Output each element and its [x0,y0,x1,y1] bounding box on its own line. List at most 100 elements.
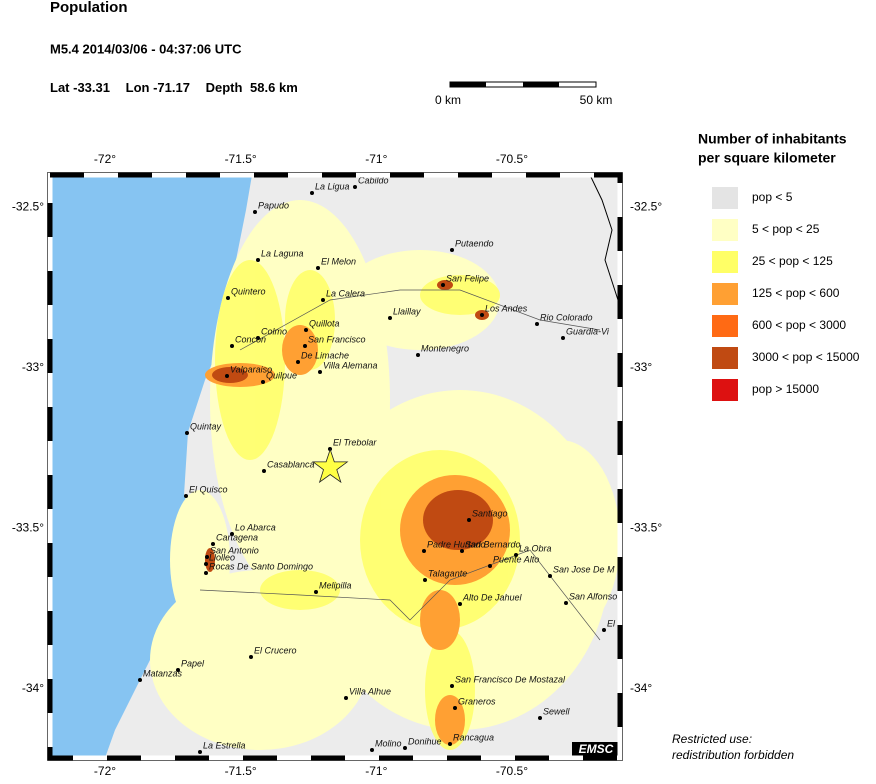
city-marker [314,590,318,594]
lat-tick-label: -33° [630,360,652,374]
city-label: Quillota [309,318,340,328]
city-marker [564,601,568,605]
city-marker [548,574,552,578]
legend-label: 3000 < pop < 15000 [752,350,860,364]
city-marker [450,684,454,688]
city-label: La Calera [326,288,365,298]
city-label: El Quisco [189,484,228,494]
scale-bar-segment [450,82,486,87]
lon-tick-label: -72° [94,764,116,778]
city-marker [230,344,234,348]
city-label: El Crucero [254,645,297,655]
map-area: La Ligua Cabildo Papudo Putaendo La Laguna El… [50,175,620,758]
pop-low [150,200,620,750]
legend-title: Number of inhabitants [698,131,847,147]
city-marker [480,313,484,317]
lat-label: Lat [50,80,70,95]
city-label: Rio Colorado [540,312,593,322]
city-label: San Francisco [308,334,366,344]
frame-outline [47,172,623,761]
city-marker [538,716,542,720]
city-label: Llolleo [209,552,235,562]
city-label: Cabildo [358,175,389,185]
lat-tick-label: -32.5° [630,200,662,214]
city-label: San Alfonso [569,591,617,601]
city-label: Valparaiso [230,364,272,374]
city-label: Quintay [190,421,222,431]
legend-swatch [712,347,738,369]
city-marker [535,322,539,326]
city-label: San Felipe [446,273,489,283]
city-marker [211,542,215,546]
lat-tick-label: -32.5° [12,200,44,214]
depth-value: 58.6 [250,80,275,95]
city-marker [198,750,202,754]
lon-tick-label: -71.5° [225,764,257,778]
city-label: Quilpue [266,370,297,380]
legend-label: 5 < pop < 25 [752,222,820,236]
city-label: Casablanca [267,459,315,469]
city-label: La Obra [519,543,552,553]
city-label: San Jose De M [553,564,615,574]
legend-swatch [712,283,738,305]
city-label: San Francisco De Mostazal [455,674,566,684]
city-marker [388,316,392,320]
city-marker [561,336,565,340]
lat-tick-label: -34° [22,681,44,695]
city-marker [296,360,300,364]
city-marker [602,628,606,632]
notice: Restricted use: [672,732,752,746]
city-marker [423,578,427,582]
lon-value: -71.17 [153,80,190,95]
frame-ticks [47,172,623,761]
city-label: Quintero [231,286,266,296]
legend-swatch [712,379,738,401]
legend-label: pop < 5 [752,190,793,204]
city-marker [321,298,325,302]
city-label: Santiago [472,508,508,518]
lon-tick-label: -71° [365,152,387,166]
city-label: Rocas De Santo Domingo [209,561,313,571]
coordinates: Lat -33.31 Lon -71.17 Depth 58.6 km [50,80,298,95]
city-label: Graneros [458,696,496,706]
city-marker [460,549,464,553]
legend-label: 600 < pop < 3000 [752,318,846,332]
city-marker [225,374,229,378]
legend-swatch [712,219,738,241]
ocean [50,175,252,758]
legend-title: per square kilometer [698,150,836,166]
depth-unit: km [279,80,298,95]
scale-start: 0 km [435,93,461,107]
city-marker [184,494,188,498]
city-marker [344,696,348,700]
lat-tick-label: -33.5° [12,521,44,535]
epicenter [311,448,349,484]
lon-tick-label: -72° [94,152,116,166]
city-label: La Ligua [315,181,350,191]
city-label: Matanzas [143,668,183,678]
lon-label: Lon [126,80,150,95]
city-marker [318,370,322,374]
lon-tick-label: -71° [365,764,387,778]
city-marker [304,328,308,332]
city-marker [205,555,209,559]
region-border [199,549,601,641]
city-label: Montenegro [421,343,469,353]
pop-mid [215,260,520,750]
lon-tick-label: -70.5° [496,764,528,778]
legend-label: pop > 15000 [752,382,819,396]
city-marker [230,532,234,536]
city-label: Papel [181,658,205,668]
city-label: De Limache [301,350,349,360]
city-label: Llaillay [393,306,421,316]
lat-tick-label: -33° [22,360,44,374]
legend-swatch [712,251,738,273]
lon-tick-label: -70.5° [496,152,528,166]
depth-label: Depth [206,80,243,95]
lon-tick-label: -71.5° [225,152,257,166]
city-label: Sewell [543,706,571,716]
city-label: Papudo [258,200,289,210]
city-marker [422,549,426,553]
country-border [589,175,619,301]
